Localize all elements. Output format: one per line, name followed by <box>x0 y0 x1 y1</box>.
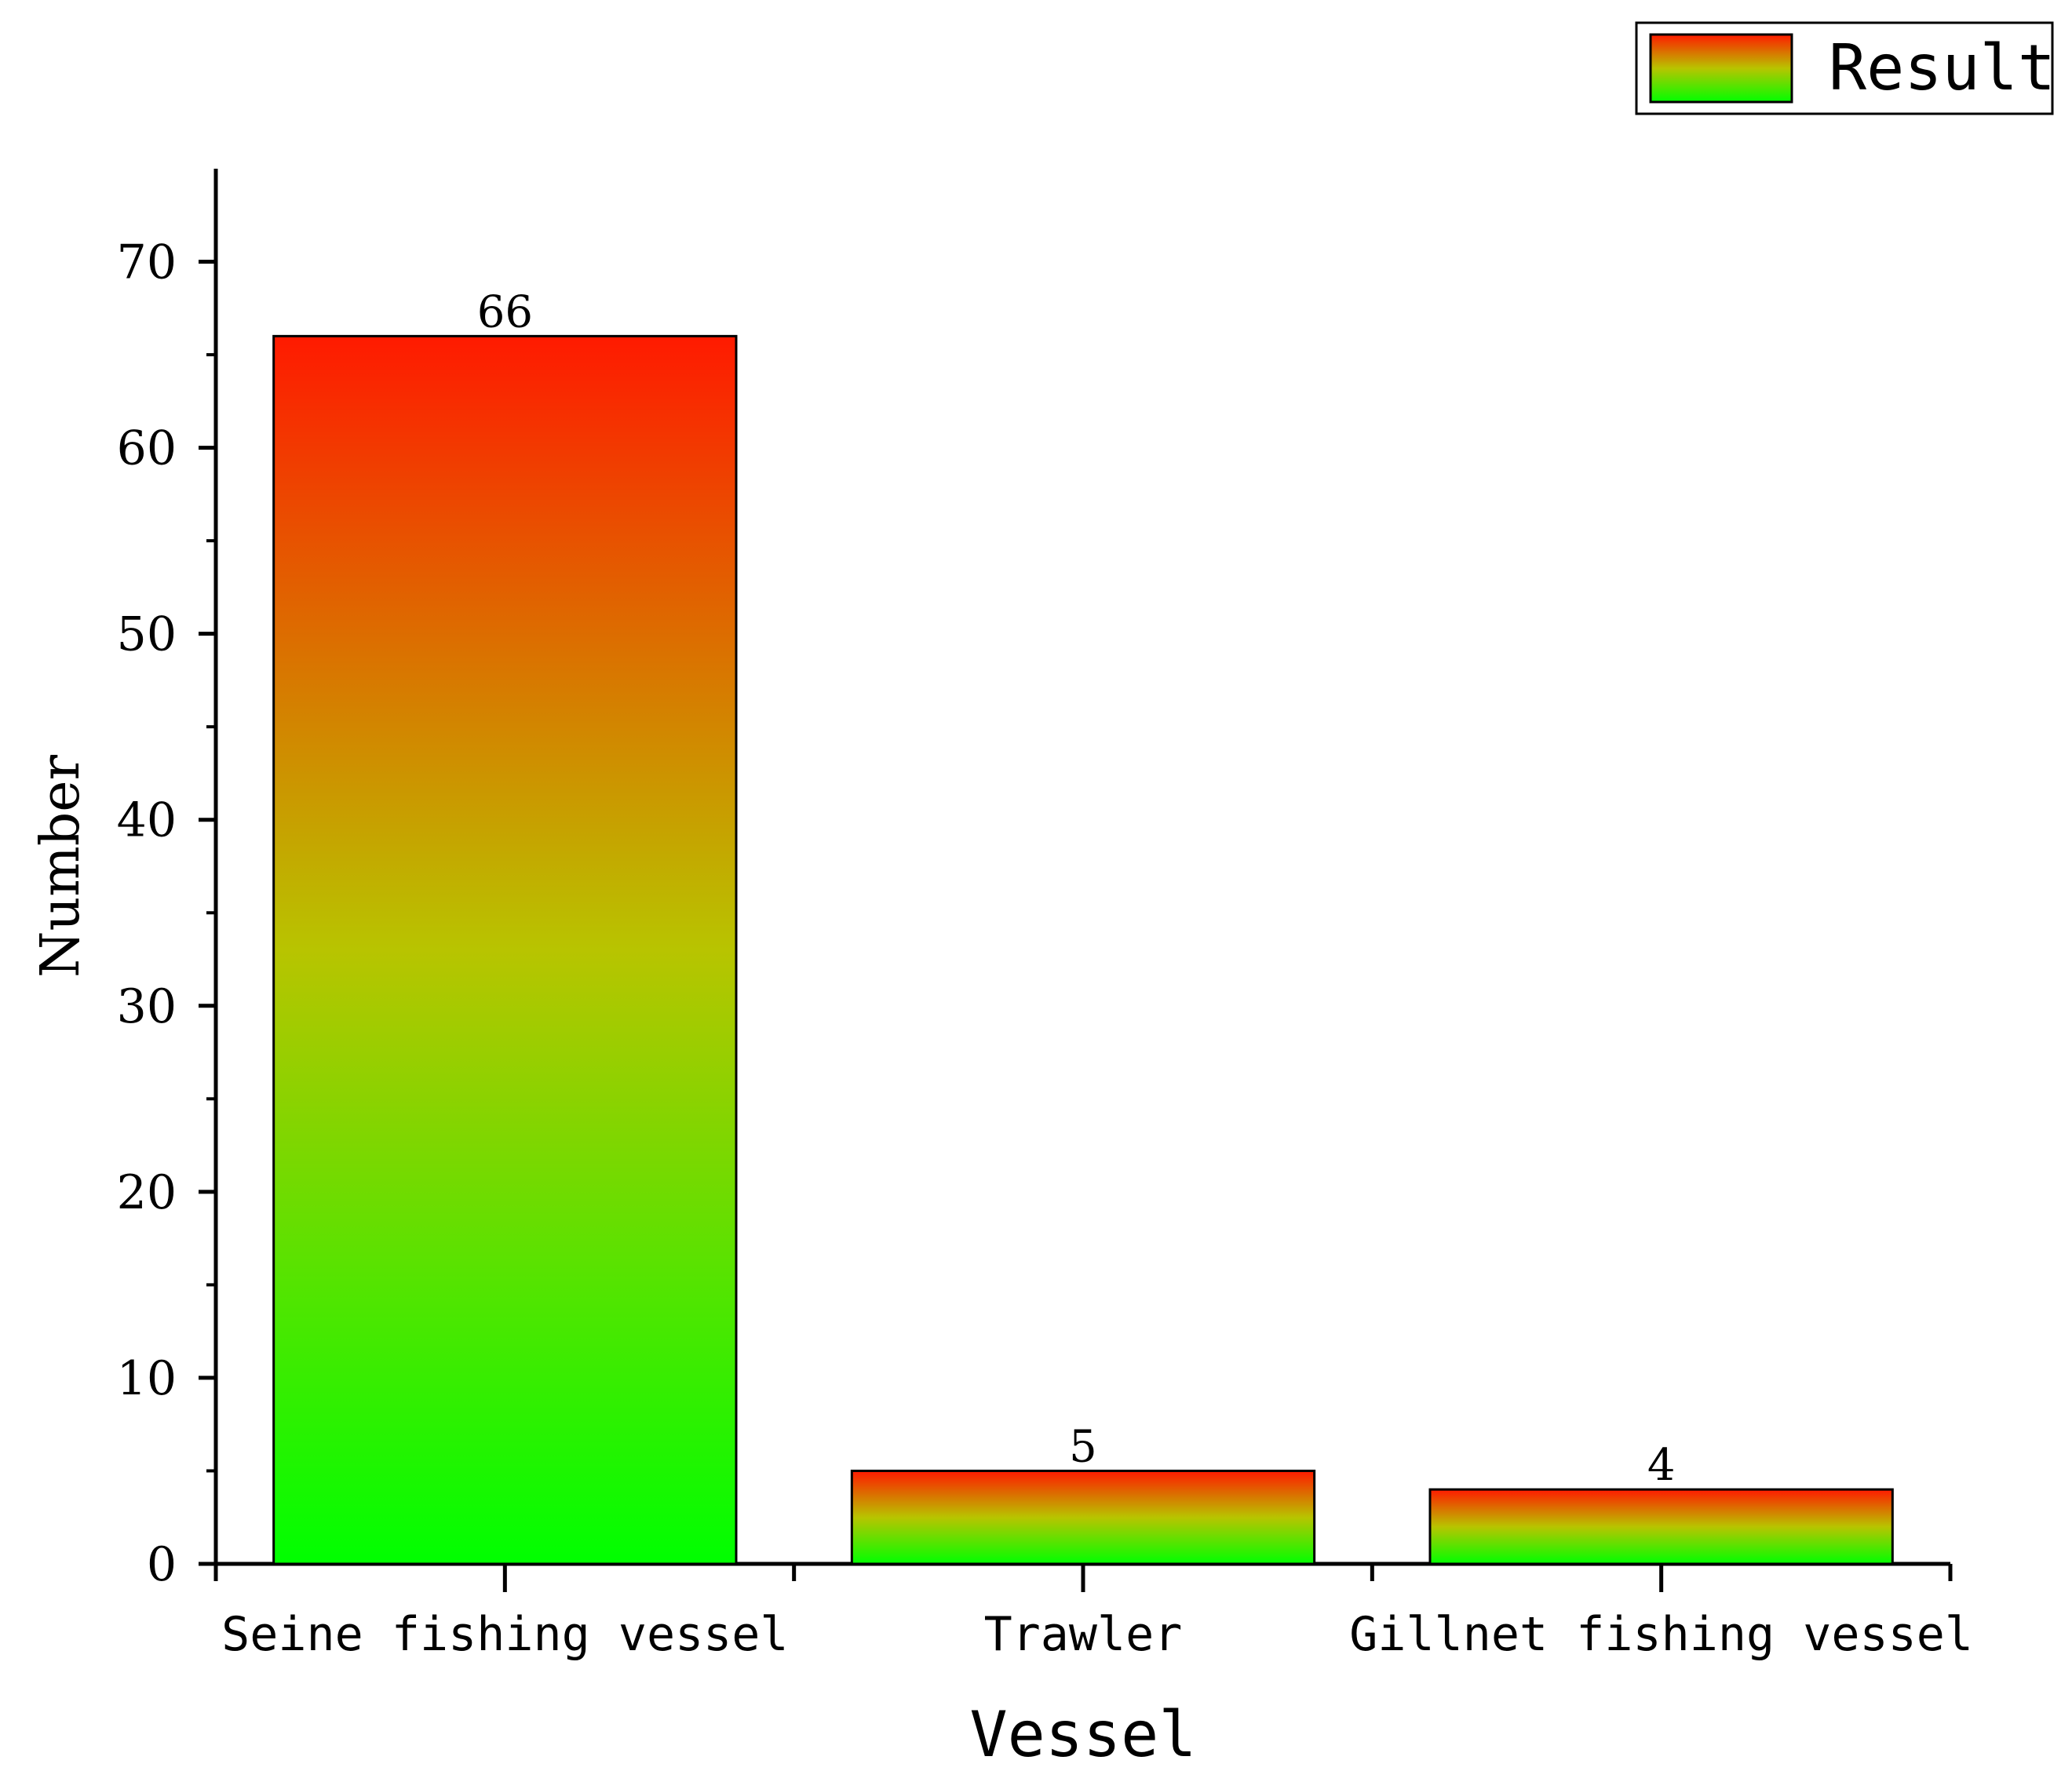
legend-label: Result <box>1829 31 2056 104</box>
y-tick-label: 0 <box>147 1537 177 1592</box>
bar <box>272 334 738 1565</box>
bar-value-label: 5 <box>1069 1421 1097 1472</box>
x-category-label: Gillnet fishing vessel <box>1349 1607 1973 1662</box>
y-tick-label: 10 <box>117 1351 177 1406</box>
y-tick-label: 30 <box>117 979 177 1034</box>
category-labels: Seine fishing vessel Trawler Gillnet fishi… <box>221 1607 1973 1662</box>
x-ticks <box>213 1564 1953 1592</box>
data-labels: 66 5 4 <box>477 286 1676 1491</box>
bar-value-label: 4 <box>1647 1440 1676 1491</box>
y-tick-label: 50 <box>117 607 177 662</box>
y-ticks: 0 10 20 30 40 50 60 70 <box>117 235 216 1592</box>
bars <box>272 334 1894 1565</box>
y-tick-label: 70 <box>117 235 177 290</box>
bar <box>850 1469 1316 1565</box>
y-tick-label: 20 <box>117 1165 177 1220</box>
y-axis-title: Number <box>30 754 92 978</box>
y-tick-label: 40 <box>117 793 177 848</box>
x-category-label: Trawler <box>984 1607 1183 1662</box>
y-tick-label: 60 <box>117 421 177 476</box>
x-category-label: Seine fishing vessel <box>221 1607 788 1662</box>
legend: Result <box>1635 21 2056 115</box>
legend-swatch <box>1649 33 1793 104</box>
bar <box>1428 1488 1894 1565</box>
x-axis-title: Vessel <box>970 1698 1197 1771</box>
bar-value-label: 66 <box>477 286 533 337</box>
